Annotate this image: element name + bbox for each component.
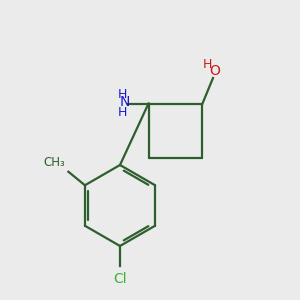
Text: N: N <box>119 95 130 109</box>
Text: O: O <box>209 64 220 77</box>
Text: CH₃: CH₃ <box>44 156 65 169</box>
Text: H: H <box>117 88 127 101</box>
Text: Cl: Cl <box>113 272 127 286</box>
Text: H: H <box>202 58 212 71</box>
Text: H: H <box>117 106 127 119</box>
